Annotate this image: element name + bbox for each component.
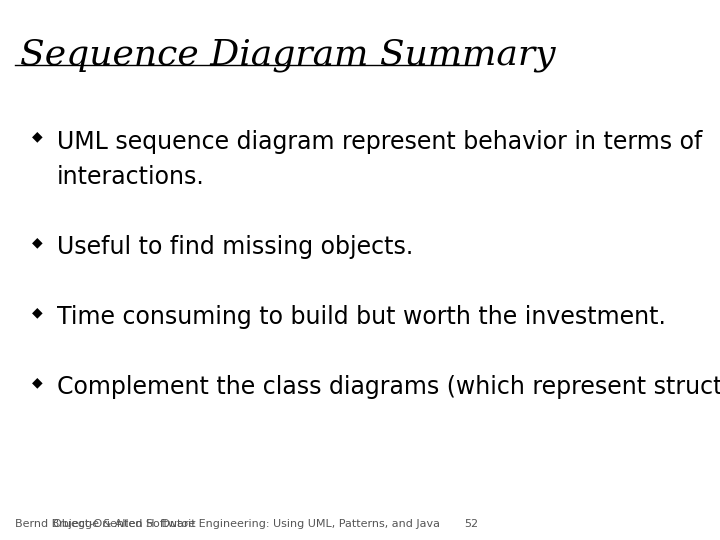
Text: Useful to find missing objects.: Useful to find missing objects. — [57, 235, 413, 259]
Text: Time consuming to build but worth the investment.: Time consuming to build but worth the in… — [57, 305, 665, 329]
Text: ◆: ◆ — [32, 305, 42, 319]
Text: UML sequence diagram represent behavior in terms of: UML sequence diagram represent behavior … — [57, 130, 702, 153]
Text: ◆: ◆ — [32, 130, 42, 144]
Text: Bernd Bruegge & Allen H. Dutoit: Bernd Bruegge & Allen H. Dutoit — [15, 519, 195, 529]
Text: ◆: ◆ — [32, 375, 42, 389]
Text: Complement the class diagrams (which represent structure).: Complement the class diagrams (which rep… — [57, 375, 720, 399]
Text: Sequence Diagram Summary: Sequence Diagram Summary — [19, 38, 555, 72]
Text: interactions.: interactions. — [57, 165, 204, 188]
Text: Object-Oriented Software Engineering: Using UML, Patterns, and Java: Object-Oriented Software Engineering: Us… — [53, 519, 440, 529]
Text: 52: 52 — [464, 519, 478, 529]
Text: ◆: ◆ — [32, 235, 42, 249]
